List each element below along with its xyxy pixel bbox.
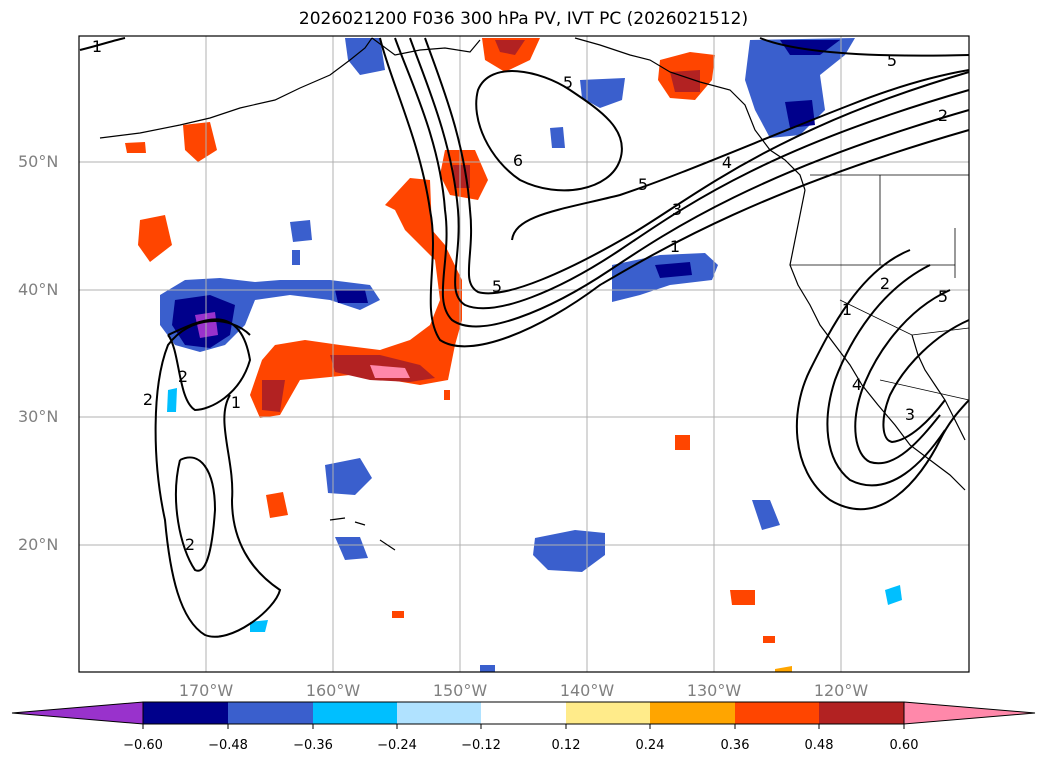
lat-label-20: 20°N [18,535,59,554]
colorbar-tick-label: −0.60 [123,738,163,753]
map-title: 2026021200 F036 300 hPa PV, IVT PC (2026… [298,9,749,29]
lat-label-40: 40°N [18,280,59,299]
contour-label: 3 [672,200,682,219]
contour-label: 3 [905,405,915,424]
coastlines [99,37,966,551]
lon-label-150w: 150°W [432,681,488,700]
lon-label-170w: 170°W [178,681,234,700]
contour-label: 4 [852,375,862,394]
colorbar-tick-label: −0.36 [293,738,333,753]
lat-label-30: 30°N [18,407,59,426]
contour-label: 5 [887,51,897,70]
colorbar-segment [650,702,735,724]
colorbar-segment [397,702,481,724]
contour-label: 1 [670,237,680,256]
colorbar-tick-label: 0.48 [804,738,834,753]
contour-label: 5 [563,73,573,92]
colorbar-segment [143,702,228,724]
colorbar-tick-label: −0.48 [208,738,248,753]
colorbar-tick-label: 0.60 [889,738,919,753]
colorbar-segment [313,702,397,724]
colorbar-segment [566,702,650,724]
colorbar-segment [228,702,313,724]
contour-labels: 1 2 5 5 6 5 4 3 1 2 5 4 3 5 2 1 2 2 1 [92,37,948,554]
colorbar-extend-high [903,701,1036,725]
ivt-contours [79,37,970,638]
contour-label: 1 [92,37,102,56]
contour-label: 2 [143,390,153,409]
contour-label: 5 [938,287,948,306]
colorbar-segment [481,702,566,724]
contour-label: 5 [638,175,648,194]
lat-label-50: 50°N [18,152,59,171]
contour-label: 2 [178,367,188,386]
contour-label: 1 [842,300,852,319]
colorbar-tick-label: −0.12 [461,738,501,753]
colorbar-extend-low [11,701,144,725]
colorbar-segment [819,702,904,724]
colorbar-frame [142,701,905,725]
contour-label: 2 [185,535,195,554]
contour-label: 5 [492,277,502,296]
map-canvas: 1 2 5 5 6 5 4 3 1 2 5 4 3 5 2 1 2 2 1 [78,35,970,673]
political-borders [790,174,970,401]
contour-label: 1 [231,393,241,412]
lon-label-140w: 140°W [559,681,615,700]
lon-label-160w: 160°W [305,681,361,700]
colorbar [11,701,1036,729]
lon-label-120w: 120°W [813,681,869,700]
colorbar-tick-label: 0.24 [635,738,665,753]
lon-label-130w: 130°W [686,681,742,700]
contour-label: 2 [880,274,890,293]
gridlines [79,36,969,672]
colorbar-tick-label: 0.12 [551,738,581,753]
colorbar-segment [735,702,819,724]
contour-label: 2 [938,106,948,125]
map-frame [78,35,970,673]
pv-shading [125,38,902,672]
colorbar-tick-label: 0.36 [720,738,750,753]
colorbar-tick-label: −0.24 [377,738,417,753]
contour-label: 6 [513,151,523,170]
contour-label: 4 [722,153,732,172]
